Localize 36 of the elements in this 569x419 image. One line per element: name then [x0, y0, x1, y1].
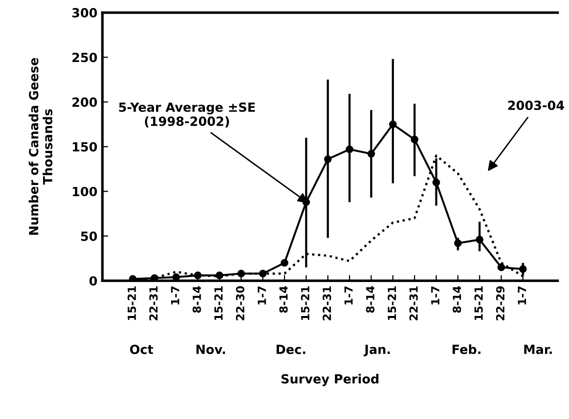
y-tick-label: 50 — [81, 232, 97, 241]
x-tick-label: 1-7 — [258, 286, 266, 304]
x-tick-label: 8-14 — [192, 286, 202, 313]
x-tick-label: 8-14 — [366, 286, 374, 313]
x-tick-label: 22-31 — [322, 286, 332, 320]
x-tick-label: 15-21 — [388, 286, 396, 320]
x-tick-label: 22-29 — [496, 286, 504, 320]
x-tick-label: 1-7 — [518, 286, 526, 304]
x-tick-label: 1-7 — [431, 286, 440, 304]
x-tick-label: 1-7 — [344, 286, 353, 304]
y-tick-label: 100 — [72, 186, 97, 196]
y-tick-label: 200 — [72, 97, 97, 107]
y-tick-label: 150 — [72, 142, 97, 152]
text: Oct — [130, 344, 154, 354]
x-tick-label: 15-21 — [300, 286, 310, 320]
x-tick-label: 15-21 — [128, 286, 136, 320]
x-axis-title: Survey Period — [282, 374, 378, 386]
y-tick-label: 300 — [72, 8, 97, 18]
y-axis-title: Number of Canada Geese Thousands — [28, 58, 52, 235]
x-tick-label: 8-14 — [279, 286, 288, 313]
x-tick-label: 22-31 — [149, 286, 158, 320]
text: Jan. — [364, 344, 390, 356]
x-tick-label: 1-7 — [171, 286, 180, 304]
text: 5-Year Average ±SE (1998-2002) — [119, 102, 255, 128]
y-tick-label: 250 — [72, 52, 97, 62]
x-tick-label: 22-31 — [409, 286, 418, 320]
x-tick-label: 15-21 — [474, 286, 483, 320]
text: Mar. — [524, 344, 552, 354]
text: Nov. — [196, 344, 225, 354]
x-tick-label: 8-14 — [452, 286, 462, 313]
text: 2003-04 — [508, 100, 564, 110]
x-tick-label: 15-21 — [214, 286, 223, 320]
y-tick-label: 0 — [89, 276, 97, 286]
text: Dec. — [276, 344, 306, 354]
text: Feb. — [452, 344, 480, 354]
x-tick-label: 22-30 — [236, 286, 244, 320]
